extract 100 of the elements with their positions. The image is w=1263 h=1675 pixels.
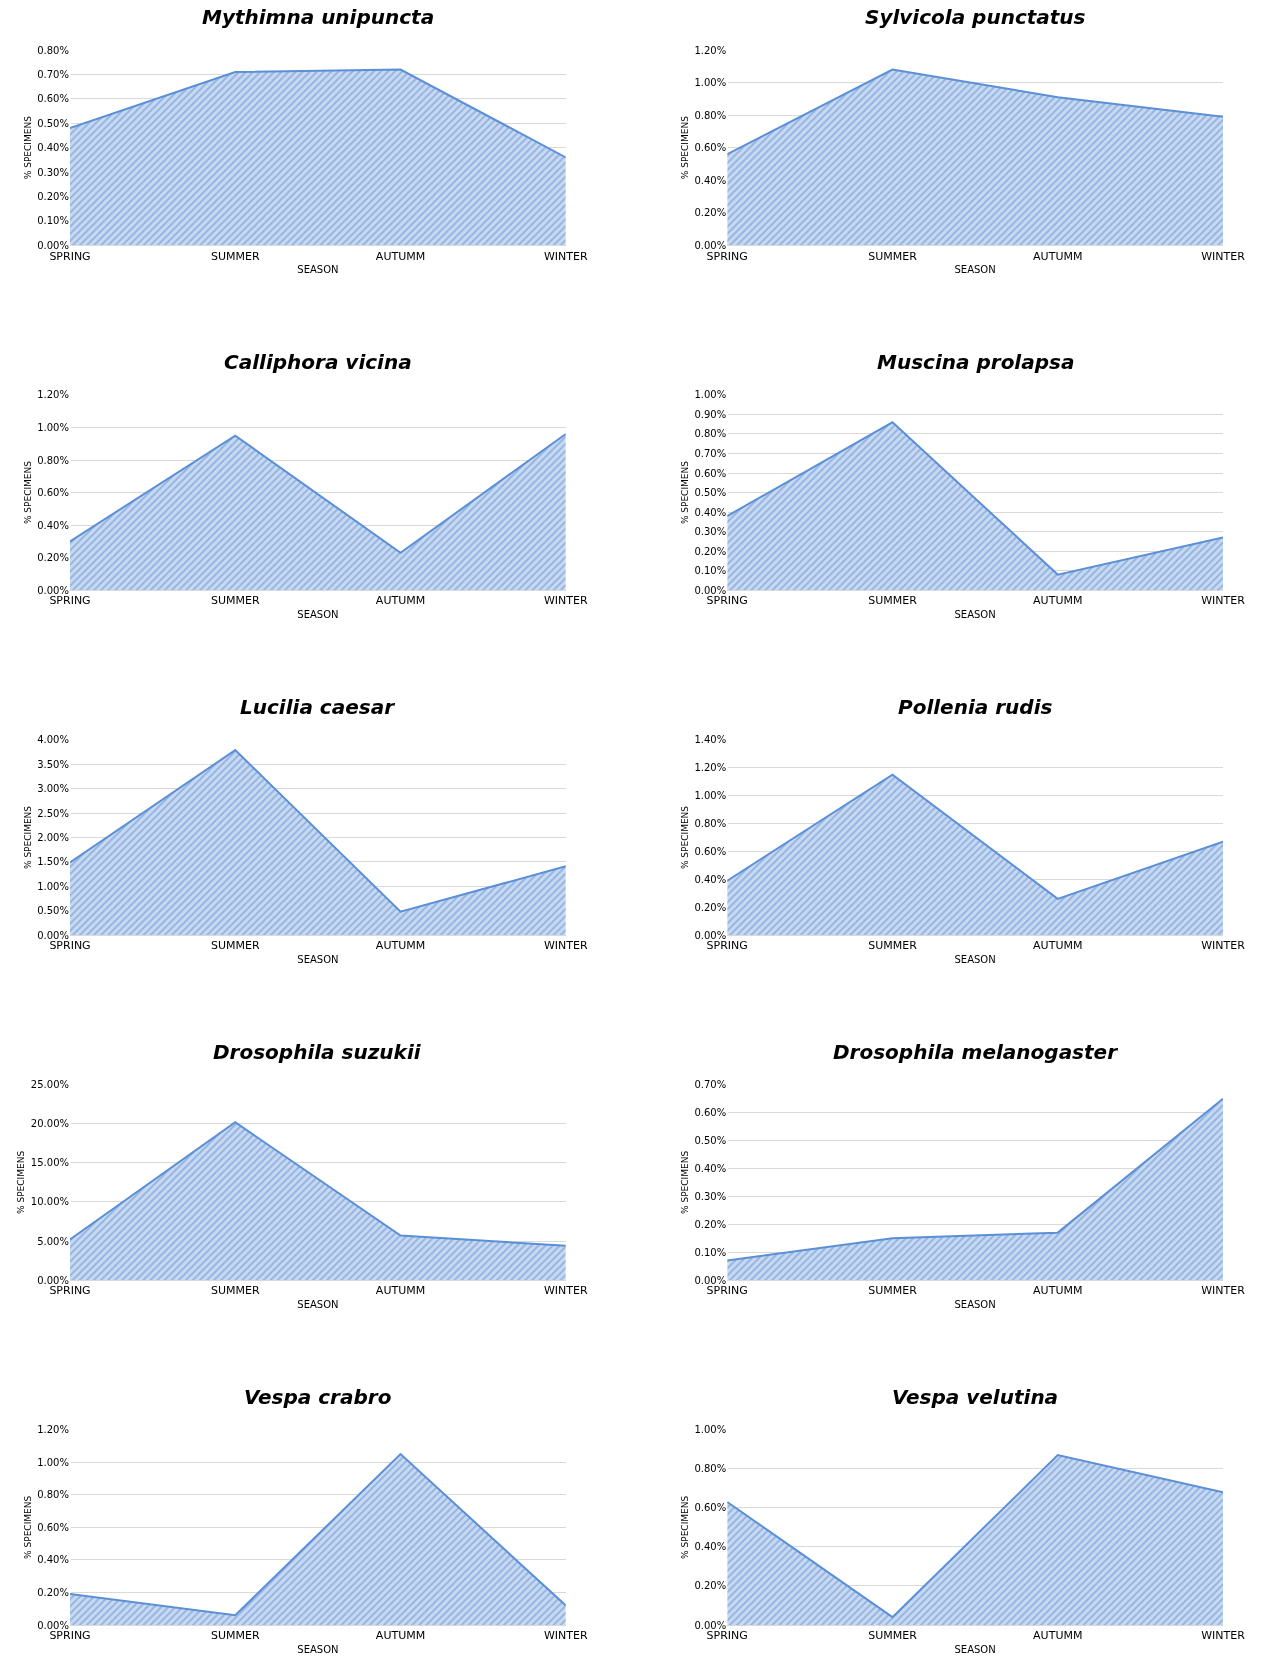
x-tick-label: AUTUMM xyxy=(375,249,426,263)
x-tick-label: AUTUMM xyxy=(375,939,426,953)
y-tick-label: 0.50% xyxy=(37,117,69,129)
y-tick-label: 15.00% xyxy=(30,1157,69,1169)
y-tick-label: 0.80% xyxy=(37,454,69,466)
chart-title: Pollenia rudis xyxy=(898,695,1053,719)
x-axis-title: SEASON xyxy=(297,264,339,275)
y-tick-label: 0.40% xyxy=(694,873,727,885)
x-tick-label: SPRING xyxy=(49,594,91,608)
y-tick-label: 0.80% xyxy=(694,818,727,830)
y-tick-label: 0.80% xyxy=(37,1489,69,1501)
y-tick-label: 0.40% xyxy=(694,1541,727,1553)
y-tick-label: 10.00% xyxy=(30,1196,69,1208)
x-axis-title: SEASON xyxy=(297,608,339,620)
x-tick-label: AUTUMM xyxy=(1033,1284,1083,1298)
x-axis-title: SEASON xyxy=(954,1298,996,1310)
y-tick-label: 0.60% xyxy=(694,845,727,857)
x-tick-label: SPRING xyxy=(49,1629,91,1643)
x-tick-label: WINTER xyxy=(1201,249,1246,263)
y-tick-label: 2.00% xyxy=(37,832,69,843)
x-axis-title: SEASON xyxy=(954,1643,996,1655)
y-tick-label: 0.50% xyxy=(694,487,727,499)
y-tick-label: 0.10% xyxy=(694,565,727,577)
x-tick-label: SPRING xyxy=(706,939,748,953)
chart-title: Lucilia caesar xyxy=(240,695,396,719)
x-tick-label: SUMMER xyxy=(868,939,918,953)
y-tick-label: 1.20% xyxy=(694,762,727,774)
y-tick-label: 4.00% xyxy=(37,734,69,746)
y-tick-label: 0.80% xyxy=(694,428,727,440)
x-tick-label: AUTUMM xyxy=(1033,249,1083,263)
y-tick-label: 0.40% xyxy=(694,506,727,518)
y-tick-label: 0.20% xyxy=(37,552,69,564)
chart-title: Vespa velutina xyxy=(892,1385,1059,1409)
y-tick-label: 2.50% xyxy=(37,807,69,819)
y-tick-label: 0.60% xyxy=(37,487,69,499)
y-tick-label: 1.00% xyxy=(694,77,727,89)
x-tick-label: SUMMER xyxy=(210,249,260,263)
y-tick-label: 1.00% xyxy=(37,880,69,892)
y-tick-label: 1.00% xyxy=(37,421,69,433)
y-axis-title: % SPECIMENS xyxy=(679,1150,690,1214)
y-tick-label: 0.00% xyxy=(694,1619,727,1631)
y-axis-title: % SPECIMENS xyxy=(22,1495,33,1559)
x-tick-label: WINTER xyxy=(543,1629,588,1643)
x-tick-label: SPRING xyxy=(49,939,91,953)
x-tick-label: SPRING xyxy=(706,1629,748,1643)
chart-title: Drosophila suzukii xyxy=(213,1040,422,1064)
y-tick-label: 1.00% xyxy=(694,790,727,802)
y-tick-label: 0.20% xyxy=(694,1218,727,1230)
x-tick-label: SPRING xyxy=(706,594,748,608)
x-tick-label: SUMMER xyxy=(868,594,918,608)
y-tick-label: 0.00% xyxy=(694,929,727,941)
y-tick-label: 0.20% xyxy=(694,901,727,913)
chart-title: Sylvicola punctatus xyxy=(865,5,1086,29)
x-tick-label: SUMMER xyxy=(868,249,918,263)
y-tick-label: 0.40% xyxy=(37,1554,69,1566)
chart-title: Vespa crabro xyxy=(244,1385,392,1409)
y-tick-label: 0.80% xyxy=(694,109,727,121)
y-tick-label: 1.20% xyxy=(37,389,69,401)
x-tick-label: AUTUMM xyxy=(375,1284,426,1298)
y-tick-label: 3.00% xyxy=(37,783,69,795)
y-tick-label: 0.10% xyxy=(37,215,69,227)
y-tick-label: 0.30% xyxy=(694,526,727,538)
y-tick-label: 0.40% xyxy=(37,519,69,531)
y-tick-label: 0.00% xyxy=(37,239,69,251)
x-tick-label: WINTER xyxy=(1201,939,1246,953)
y-tick-label: 0.40% xyxy=(694,174,727,186)
y-tick-label: 0.80% xyxy=(37,44,69,56)
y-tick-label: 0.00% xyxy=(37,584,69,596)
y-axis-title: % SPECIMENS xyxy=(679,460,690,525)
y-tick-label: 1.40% xyxy=(694,734,727,746)
y-axis-title: % SPECIMENS xyxy=(16,1150,27,1214)
y-tick-label: 0.80% xyxy=(694,1463,727,1475)
y-tick-label: 0.30% xyxy=(37,166,69,178)
y-tick-label: 3.50% xyxy=(37,758,69,770)
y-tick-label: 0.30% xyxy=(694,1190,727,1202)
y-tick-label: 0.10% xyxy=(694,1246,727,1258)
y-tick-label: 0.60% xyxy=(37,1521,69,1533)
y-axis-title: % SPECIMENS xyxy=(22,805,33,870)
y-tick-label: 0.90% xyxy=(694,408,727,420)
chart-title: Drosophila melanogaster xyxy=(833,1040,1119,1064)
x-tick-label: WINTER xyxy=(1201,594,1246,608)
y-tick-label: 0.00% xyxy=(37,929,69,941)
x-tick-label: SUMMER xyxy=(210,594,260,608)
y-axis-title: % SPECIMENS xyxy=(22,115,33,180)
y-tick-label: 0.70% xyxy=(694,448,727,460)
y-axis-title: % SPECIMENS xyxy=(22,460,33,525)
y-tick-label: 0.70% xyxy=(37,68,69,80)
y-tick-label: 25.00% xyxy=(30,1079,69,1091)
x-tick-label: AUTUMM xyxy=(375,1629,426,1643)
y-tick-label: 0.40% xyxy=(37,142,69,154)
y-tick-label: 0.00% xyxy=(694,584,727,596)
y-tick-label: 0.00% xyxy=(694,1274,727,1286)
y-tick-label: 0.20% xyxy=(694,545,727,557)
x-tick-label: WINTER xyxy=(543,594,588,608)
x-tick-label: SPRING xyxy=(49,249,91,263)
y-tick-label: 0.60% xyxy=(37,93,69,105)
y-tick-label: 20.00% xyxy=(30,1118,69,1130)
x-tick-label: WINTER xyxy=(1201,1284,1246,1298)
y-tick-label: 0.40% xyxy=(694,1162,727,1174)
y-tick-label: 0.20% xyxy=(694,1580,727,1592)
